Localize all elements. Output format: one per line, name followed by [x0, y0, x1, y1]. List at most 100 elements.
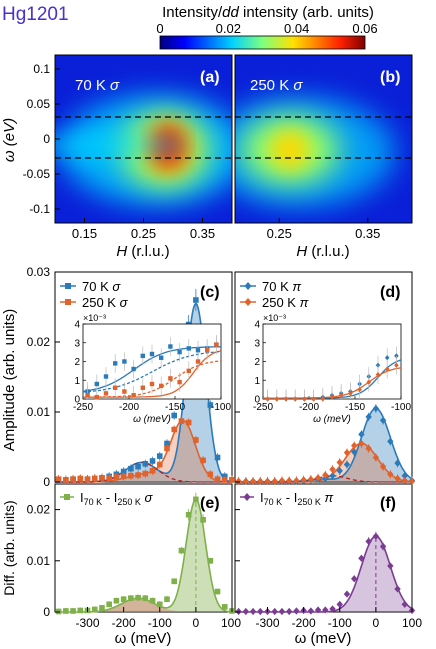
map-a-x-label: H (r.l.u.) — [116, 243, 169, 260]
point-diff-pi — [365, 537, 372, 545]
inset-d: 0 1 2 3 4 -250 -200 -150 -100 ×10⁻³ ω (meV) — [253, 313, 411, 425]
point-70K-sigma — [207, 402, 214, 408]
legend-label: 250 K σ — [82, 295, 129, 310]
inset-point-250K — [302, 396, 307, 402]
inset-y-tick-label: 4 — [254, 320, 260, 331]
point-250K-pi — [358, 439, 365, 448]
point-70K-pi — [336, 467, 343, 475]
inset-x-tick-label: -150 — [165, 402, 185, 413]
map-a-x-label-rest: (r.l.u.) — [127, 243, 170, 260]
inset-point-250K — [159, 383, 164, 389]
point-250K-pi — [314, 474, 322, 482]
diff-x-tick-label: 100 — [402, 616, 422, 630]
point-diff-pi — [387, 562, 394, 570]
point-70K-pi — [358, 430, 365, 438]
legend-label-pol: π — [292, 279, 301, 294]
point-diff-sigma — [63, 608, 69, 614]
inset-y-tick-label: 0 — [254, 395, 260, 406]
point-diff-pi — [394, 585, 401, 593]
legend-label-pol: σ — [112, 279, 121, 294]
point-250K-sigma — [84, 476, 91, 482]
inset-point-70K — [113, 361, 118, 366]
point-250K-sigma — [106, 475, 112, 481]
legend-marker — [65, 299, 71, 305]
point-250K-sigma — [193, 437, 199, 443]
point-diff-pi — [358, 554, 365, 562]
inset-point-70K — [177, 349, 182, 355]
inset-x-tick-label: -100 — [391, 402, 411, 413]
legend-label-pol: π — [300, 295, 309, 310]
point-diff-sigma — [214, 588, 221, 595]
point-diff-sigma — [77, 607, 84, 614]
point-diff-sigma — [128, 595, 134, 601]
point-250K-pi — [285, 477, 293, 485]
inset-point-70K — [168, 344, 173, 349]
inset-point-250K — [122, 389, 127, 394]
point-diff-sigma — [70, 608, 76, 614]
panel-b-pol: σ — [293, 77, 303, 94]
panel-e-letter: (e) — [200, 495, 220, 512]
point-250K-sigma — [214, 476, 221, 482]
point-diff-pi — [343, 590, 351, 598]
colorbar-title-pre: Intensity/ — [162, 4, 223, 21]
point-diff-sigma — [113, 597, 120, 604]
point-70K-sigma — [120, 468, 127, 475]
point-250K-sigma — [113, 474, 120, 480]
diff-x-tick-label: -100 — [328, 616, 352, 630]
inset-x-tick-label: -100 — [211, 402, 231, 413]
point-250K-pi — [329, 465, 336, 473]
map-b-x-label-rest: (r.l.u.) — [307, 243, 350, 260]
legend-label-part: 70 K — [264, 497, 283, 507]
inset-x-tick-label: -250 — [253, 402, 273, 413]
diff-y-ticks: 0 0.01 0.02 — [27, 503, 240, 619]
fill-250K-sigma — [55, 420, 232, 482]
point-250K-sigma — [156, 461, 163, 468]
point-250K-pi — [372, 453, 380, 462]
inset-point-250K — [149, 381, 155, 387]
inset-point-250K — [94, 394, 99, 400]
diff-x-tick-label: 0 — [193, 616, 200, 630]
inset-point-70K — [122, 359, 127, 364]
colorbar-tick-label: 0.04 — [284, 21, 309, 36]
map-y-tick-label: 0.1 — [33, 62, 50, 76]
map-y-tick-label: -0.05 — [23, 167, 51, 181]
inset-y-tick-label: 1 — [254, 376, 260, 387]
point-250K-pi — [271, 477, 278, 485]
map-a-x-tick-label: 0.25 — [131, 226, 156, 241]
point-70K-sigma — [164, 440, 170, 447]
point-250K-pi — [235, 477, 242, 485]
inset-y-tick-label: 2 — [74, 357, 80, 368]
point-250K-pi — [257, 477, 264, 485]
point-70K-pi — [343, 460, 351, 469]
legend-label-part: I — [260, 490, 264, 505]
point-diff-pi — [293, 607, 300, 615]
point-250K-sigma — [55, 476, 62, 482]
legend-label-part: 250 K — [297, 497, 321, 507]
fill-diff-pi — [235, 536, 412, 612]
inset-c: 0 1 2 3 4 -250 -200 -150 -100 ×10⁻³ ω (meV) — [73, 313, 231, 425]
legend-label-part: 250 K — [117, 497, 141, 507]
plot-d — [235, 404, 416, 485]
colorbar-tick-label: 0 — [156, 21, 163, 36]
point-diff-sigma — [149, 597, 156, 604]
colorbar-title-dd: dd — [222, 4, 239, 21]
legend-e: I70 K - I250 K σ — [60, 490, 153, 507]
point-diff-pi — [271, 607, 278, 616]
point-diff-sigma — [185, 511, 192, 518]
diff-x-tick-label: 100 — [221, 616, 241, 630]
inset-point-250K — [338, 392, 344, 398]
point-250K-sigma — [77, 475, 84, 482]
map-b-x-label-h: H — [296, 243, 307, 260]
legend-label-temp: 70 K — [262, 279, 292, 294]
point-250K-pi — [351, 442, 358, 450]
legend-label: I70 K - I250 K σ — [80, 490, 153, 507]
inset-point-250K — [103, 391, 109, 396]
inset-point-250K — [320, 396, 326, 402]
inset-point-70K — [103, 374, 109, 379]
inset-point-250K — [168, 376, 173, 381]
point-70K-pi — [351, 448, 358, 456]
point-diff-sigma — [135, 594, 141, 601]
legend-label: 70 K π — [262, 279, 301, 294]
point-250K-pi — [278, 477, 286, 485]
point-diff-sigma — [164, 596, 170, 602]
